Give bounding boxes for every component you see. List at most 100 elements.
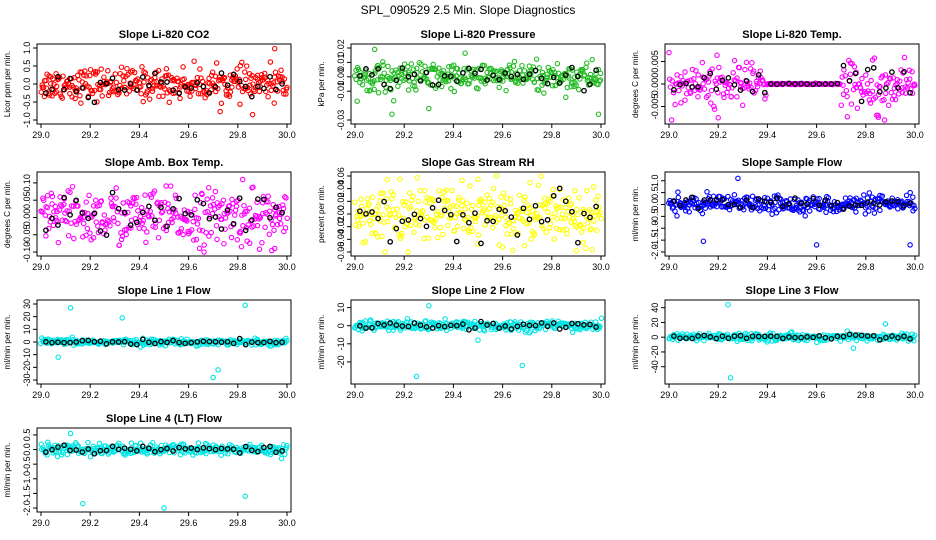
reference-point [79,85,86,91]
data-point [140,98,146,105]
y-tick-label: 30 [22,299,32,309]
data-point [178,226,185,232]
data-point [509,247,516,253]
data-point [699,59,706,66]
reference-point [429,325,436,331]
data-point [535,182,542,188]
reference-point [357,73,363,79]
data-point [282,225,289,231]
data-point [262,224,268,231]
data-point [228,234,235,241]
data-point [138,204,145,211]
x-tick-label: 29.6 [180,390,198,400]
reference-point [490,72,496,79]
reference-point [876,202,883,208]
data-point [142,192,148,198]
reference-point [478,318,484,325]
data-point [743,59,750,66]
reference-point [79,449,86,455]
data-point [734,75,740,81]
data-point [130,200,136,206]
data-point [871,210,878,216]
data-point [469,202,476,209]
data-point [380,190,386,196]
reference-point [405,217,412,223]
reference-point [774,81,780,88]
reference-point [121,209,128,216]
x-tick-label: 29.2 [395,130,413,140]
reference-point [182,210,189,217]
reference-point [103,80,110,87]
series-points [666,301,918,381]
reference-point [182,340,189,347]
data-point [280,202,286,208]
reference-point [743,335,750,342]
y-axis-label: ml/min per min. [317,315,326,370]
reference-point [109,189,116,196]
data-point [598,315,605,322]
data-point [194,221,201,227]
data-point [570,215,577,222]
reference-points [357,318,599,333]
data-point [205,184,212,191]
data-point [909,90,916,97]
reference-point [798,80,804,87]
reference-point [261,444,267,451]
y-tick-label: -0.06 [336,242,346,263]
data-point [875,91,882,98]
y-tick-label: 0.00 [336,68,346,86]
data-point [676,87,682,94]
data-point [407,222,413,229]
data-point [596,78,603,84]
data-point [208,229,215,236]
data-point [597,77,604,83]
reference-point [520,205,527,212]
reference-point [701,197,708,203]
data-point [859,75,865,82]
data-point [173,195,180,202]
reference-point [907,89,913,96]
reference-point [212,84,219,90]
reference-point [864,333,871,339]
y-tick-label: 0.005 [650,50,660,73]
data-point [260,210,266,217]
reference-point [707,197,714,203]
data-point [151,83,157,89]
data-point [909,68,915,75]
data-point [356,223,362,229]
data-point [272,69,279,75]
x-tick-label: 29.8 [543,130,561,140]
data-point [131,69,138,76]
data-point [108,195,114,201]
data-point [711,103,717,110]
series-points [352,303,605,380]
data-point [499,244,506,250]
data-point [902,84,908,90]
reference-point [49,215,55,222]
data-point [837,81,843,88]
x-tick-label: 29.2 [81,262,99,272]
panel-3: Slope Li-820 Temp. 29.0 29.2 29.4 29.6 29.8 30… [631,29,924,140]
data-point [495,216,502,223]
reference-point [103,447,110,454]
reference-point [97,79,104,86]
data-point [49,193,56,200]
data-point [234,198,240,204]
reference-point [460,70,466,76]
reference-point [743,78,750,84]
data-point [474,241,481,248]
data-point [195,440,202,446]
data-point [564,231,570,237]
data-point [49,201,55,207]
data-point [150,440,156,446]
reference-point [502,70,509,76]
reference-point [363,66,369,72]
reference-point [267,443,273,450]
reference-point [695,83,701,90]
outlier-point [735,175,741,182]
x-tick-label: 30.0 [278,130,296,140]
data-point [96,440,103,447]
reference-point [273,204,279,211]
reference-point [810,81,817,88]
y-tick-label: 0.00 [22,209,32,227]
